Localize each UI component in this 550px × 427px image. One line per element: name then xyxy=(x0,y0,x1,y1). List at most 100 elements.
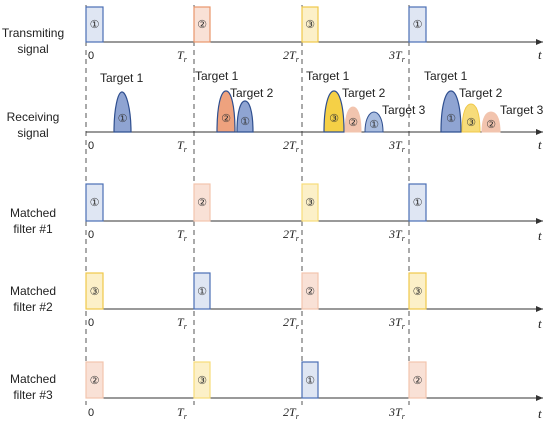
row-label-line1: Receiving xyxy=(7,110,60,124)
row-receiving: Receiving signal t ① Target 1 ② ① Target… xyxy=(7,69,544,154)
row-matched-filter-1: Matched filter #1 t ① ② ③ ① 0 Tr 2Tr 3Tr xyxy=(10,183,543,243)
axis-t-label: t xyxy=(538,137,542,152)
pulse-blue xyxy=(85,183,104,222)
row-matched-filter-3: Matched filter #3 t ② ③ ① ② 0 Tr 2Tr 3Tr xyxy=(10,361,543,421)
axis-t-label: t xyxy=(538,47,542,62)
pulse-label: ③ xyxy=(90,285,100,298)
tick-3tr: 3Tr xyxy=(388,227,406,243)
pulse-label: ① xyxy=(305,374,315,387)
tick-2tr: 2Tr xyxy=(283,48,300,64)
row-label-line2: signal xyxy=(17,42,48,56)
pulse-blue xyxy=(193,272,211,310)
echo-target1 xyxy=(216,90,236,133)
tick-2tr: 2Tr xyxy=(283,227,300,243)
pulse-yellow xyxy=(301,6,319,43)
tick-2tr: 2Tr xyxy=(283,138,300,154)
row-label-line2: signal xyxy=(17,126,48,140)
target-label: Target 2 xyxy=(459,86,503,100)
axis-t-label: t xyxy=(538,316,542,331)
echo-label: ① xyxy=(240,115,250,128)
target-label: Target 3 xyxy=(382,103,426,117)
pulse-orange xyxy=(193,6,211,43)
pulse-label: ② xyxy=(197,18,207,31)
row-label-line2: filter #2 xyxy=(13,300,53,314)
pulse-label: ③ xyxy=(305,196,315,209)
pulse-yellow xyxy=(85,272,104,310)
echo-target1 xyxy=(440,90,462,133)
tick-3tr: 3Tr xyxy=(388,405,406,421)
pulse-blue xyxy=(408,183,427,222)
tick-0: 0 xyxy=(88,407,94,419)
tick-tr: Tr xyxy=(177,138,188,154)
target-label: Target 1 xyxy=(306,69,350,83)
row-label-line2: filter #3 xyxy=(13,388,53,402)
pulse-label: ① xyxy=(413,18,423,31)
target-label: Target 1 xyxy=(424,69,468,83)
target-label: Target 3 xyxy=(500,103,544,117)
pulse-label: ③ xyxy=(305,18,315,31)
pulse-label: ③ xyxy=(197,374,207,387)
tick-3tr: 3Tr xyxy=(388,138,406,154)
target-label: Target 1 xyxy=(195,69,239,83)
pulse-blue xyxy=(408,6,427,43)
echo-label: ① xyxy=(118,112,128,125)
echo-target3 xyxy=(481,111,501,133)
pulse-label: ② xyxy=(197,196,207,209)
echo-target3 xyxy=(364,111,384,133)
row-label-line1: Matched xyxy=(10,372,56,386)
echo-label: ③ xyxy=(329,112,339,125)
row-label-line1: Matched xyxy=(10,284,56,298)
tick-0: 0 xyxy=(88,140,94,152)
echo-target2 xyxy=(236,100,254,133)
tick-2tr: 2Tr xyxy=(283,315,300,331)
echo-label: ② xyxy=(486,118,496,131)
pulse-yellow xyxy=(408,272,427,310)
tick-0: 0 xyxy=(88,229,94,241)
target-label: Target 2 xyxy=(342,86,386,100)
echo-target2 xyxy=(461,103,481,133)
echo-label: ② xyxy=(221,112,231,125)
pulse-yellow xyxy=(301,183,319,222)
pulse-label: ② xyxy=(90,374,100,387)
pulse-orange xyxy=(408,361,427,399)
row-label-line1: Matched xyxy=(10,206,56,220)
tick-0: 0 xyxy=(88,317,94,329)
tick-3tr: 3Tr xyxy=(388,315,406,331)
tick-3tr: 3Tr xyxy=(388,48,406,64)
period-dividers xyxy=(85,5,410,405)
tick-tr: Tr xyxy=(177,227,188,243)
pulse-label: ① xyxy=(197,285,207,298)
tick-tr: Tr xyxy=(177,315,188,331)
echo-label: ② xyxy=(348,116,358,129)
pulse-orange xyxy=(85,361,104,399)
pulse-blue xyxy=(301,361,319,399)
echo-label: ① xyxy=(369,118,379,131)
target-label: Target 2 xyxy=(230,86,274,100)
row-matched-filter-2: Matched filter #2 t ③ ① ② ③ 0 Tr 2Tr 3Tr xyxy=(10,272,543,331)
pulse-label: ② xyxy=(305,285,315,298)
echo-label: ① xyxy=(446,112,456,125)
target-label: Target 1 xyxy=(100,71,144,85)
axis-t-label: t xyxy=(538,228,542,243)
echo-target1 xyxy=(323,90,345,133)
pulse-label: ① xyxy=(90,18,100,31)
pulse-label: ① xyxy=(413,196,423,209)
echo-label: ③ xyxy=(466,116,476,129)
tick-tr: Tr xyxy=(177,405,188,421)
pulse-orange xyxy=(301,272,319,310)
row-transmitting: Transmiting signal t ① ② ③ ① 0 Tr 2Tr 3T… xyxy=(2,6,543,64)
tick-tr: Tr xyxy=(177,48,188,64)
row-label-line2: filter #1 xyxy=(13,222,53,236)
pulse-orange xyxy=(193,183,211,222)
pulse-blue xyxy=(85,6,104,43)
pulse-label: ② xyxy=(413,374,423,387)
pulse-label: ① xyxy=(90,196,100,209)
pulse-label: ③ xyxy=(413,285,423,298)
tick-0: 0 xyxy=(88,50,94,62)
row-label-line1: Transmiting xyxy=(2,26,64,40)
echo-target2 xyxy=(344,106,362,133)
pulse-yellow xyxy=(193,361,211,399)
axis-t-label: t xyxy=(538,406,542,421)
echo-target1 xyxy=(113,91,132,133)
